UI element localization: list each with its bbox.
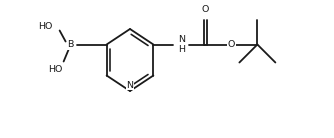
Text: HO: HO (38, 22, 53, 31)
Text: O: O (202, 6, 209, 14)
Text: HO: HO (48, 65, 62, 74)
Text: B: B (67, 40, 74, 49)
Text: N
H: N H (178, 35, 185, 54)
Text: N: N (127, 80, 134, 90)
Text: O: O (228, 40, 235, 49)
